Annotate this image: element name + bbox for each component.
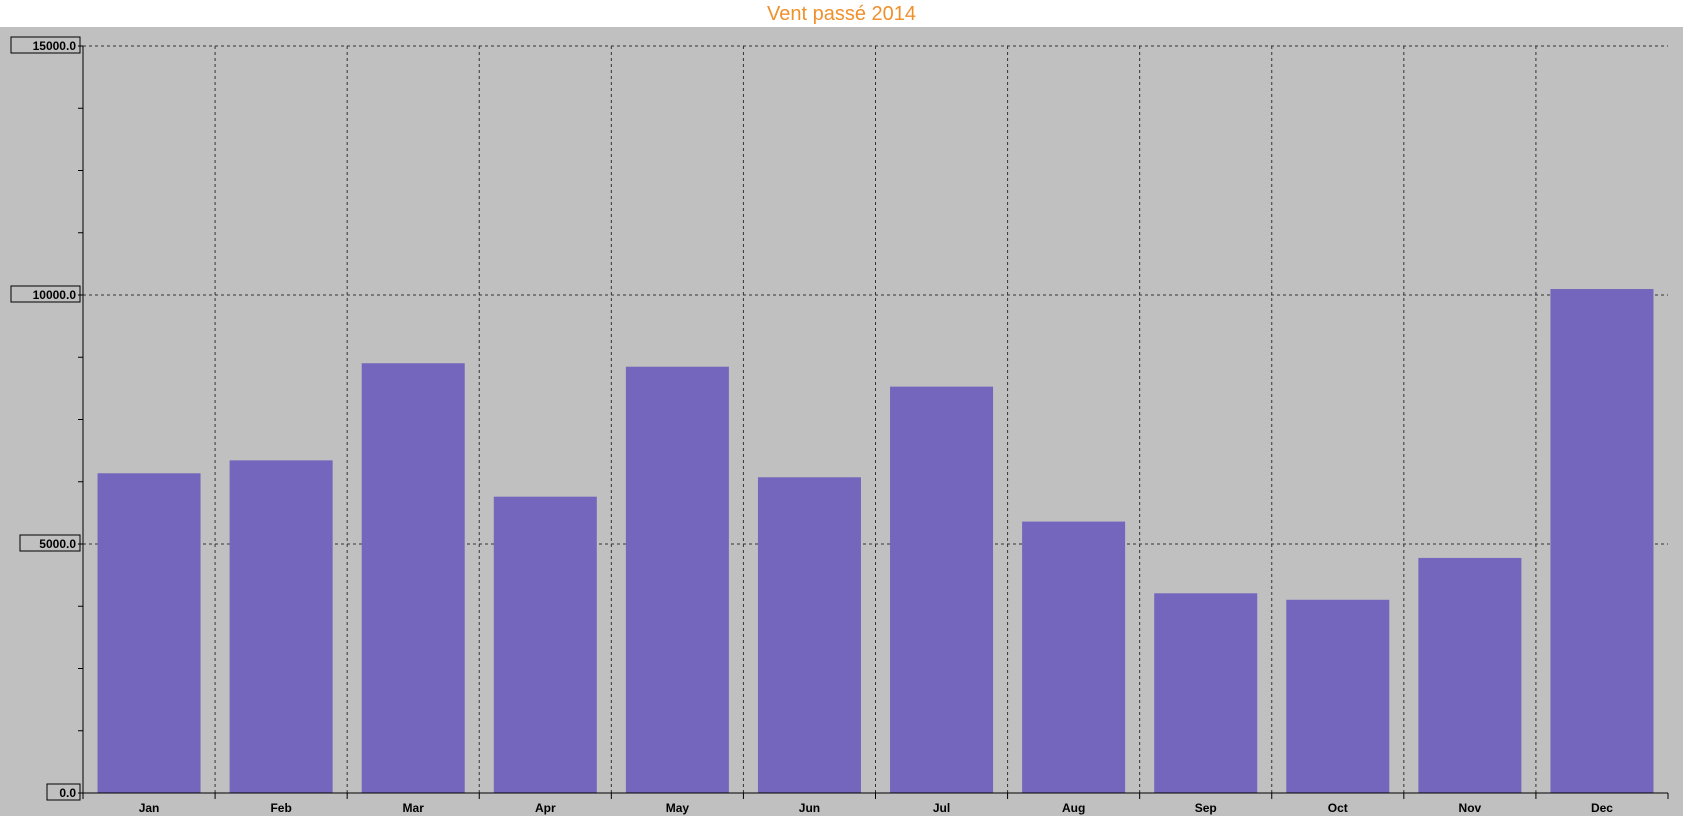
y-tick-label: 10000.0 [33, 288, 77, 302]
x-tick-label: Feb [270, 801, 291, 815]
x-tick-label: Jul [933, 801, 950, 815]
bar-jul [890, 386, 994, 793]
axis-layer [78, 45, 1669, 799]
x-tick-label: May [666, 801, 690, 815]
bar-may [625, 366, 729, 793]
bar-jun [757, 477, 861, 793]
y-tick-label: 15000.0 [33, 39, 77, 53]
bar-mar [361, 363, 465, 793]
x-tick-label: Sep [1195, 801, 1217, 815]
x-tick-label: Jun [799, 801, 820, 815]
grid-layer [83, 45, 1668, 793]
x-tick-label: Aug [1062, 801, 1085, 815]
bar-feb [229, 460, 333, 793]
bar-jan [97, 473, 201, 793]
chart-title: Vent passé 2014 [766, 3, 916, 25]
x-tick-label: Nov [1459, 801, 1482, 815]
y-tick-box [10, 36, 81, 54]
bar-nov [1418, 557, 1522, 793]
bar-oct [1286, 599, 1390, 793]
x-tick-label: Dec [1591, 801, 1613, 815]
bar-aug [1022, 521, 1126, 793]
y-tick-box [46, 783, 81, 801]
labels-layer: 0.0 5000.0 10000.0 15000.0 Jan Feb Mar Apr May Ju… [10, 36, 1613, 815]
y-tick-box [10, 285, 81, 303]
y-tick-box [19, 534, 81, 552]
x-tick-label: Apr [535, 801, 556, 815]
bars-layer [97, 289, 1654, 793]
title-bar: Vent passé 2014 [0, 0, 1683, 27]
y-tick-label: 5000.0 [39, 537, 76, 551]
y-tick-label: 0.0 [59, 786, 76, 800]
x-tick-label: Mar [403, 801, 425, 815]
bar-apr [493, 496, 597, 793]
bar-sep [1154, 593, 1258, 793]
x-tick-label: Jan [139, 801, 160, 815]
bar-dec [1550, 289, 1654, 793]
x-tick-label: Oct [1328, 801, 1348, 815]
